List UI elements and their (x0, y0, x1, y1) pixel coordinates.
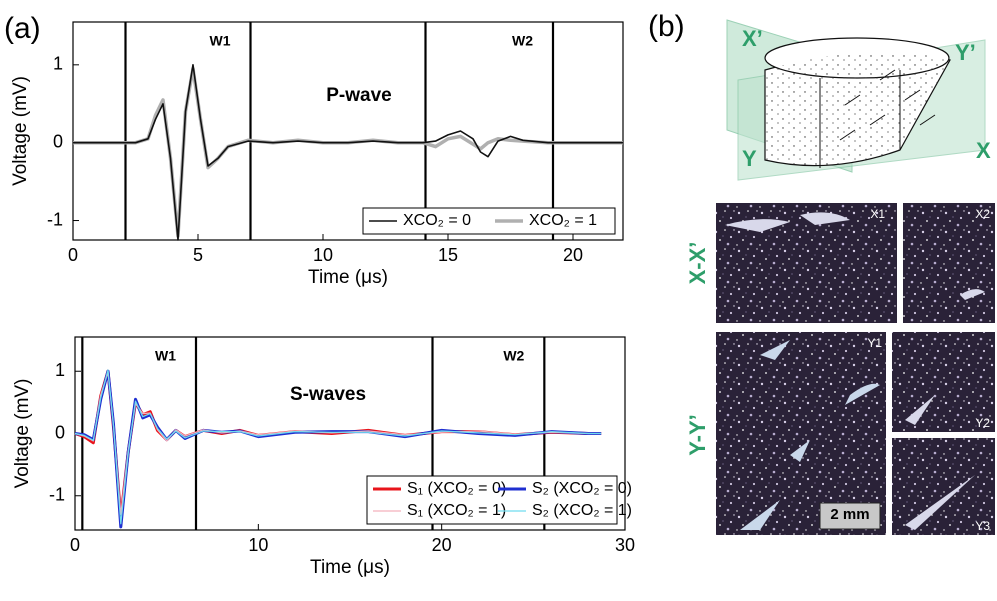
window-label: W1 (210, 33, 231, 49)
section-label: X-X’ (685, 242, 710, 285)
y-axis-label: Voltage (mV) (10, 76, 31, 186)
legend-label: S₂ (XCO₂ = 0) (532, 480, 632, 497)
plot-frame (72, 21, 624, 241)
panel-label: (a) (4, 12, 41, 45)
plane-label: Y’ (955, 40, 976, 65)
legend-label: S₁ (XCO₂ = 0) (407, 480, 506, 497)
x-axis-label: Time (μs) (308, 267, 388, 288)
y-tick-label: 1 (53, 54, 63, 74)
plane-label: Y (742, 146, 757, 171)
x-tick-label: 0 (68, 245, 78, 265)
x-tick-label: 20 (563, 245, 583, 265)
x-tick-label: 30 (615, 535, 635, 555)
scale-bar: 2 mm (830, 506, 869, 523)
annotation: P-wave (326, 85, 391, 106)
legend-box (362, 207, 616, 235)
plane-label: X’ (742, 26, 763, 51)
series-line (73, 64, 623, 241)
window-label: W2 (503, 348, 524, 364)
x-tick-label: 20 (432, 535, 452, 555)
panel-label: (b) (648, 10, 685, 43)
y-axis-label: Voltage (mV) (12, 379, 33, 489)
micrographs (716, 203, 995, 535)
image-label: X1 (870, 207, 885, 221)
y-tick-label: -1 (47, 209, 63, 229)
legend-label: S₁ (XCO₂ = 1) (407, 502, 506, 519)
image-label: Y1 (867, 336, 882, 350)
annotation: S-waves (290, 384, 366, 405)
image-label: X2 (975, 207, 990, 221)
image-label: Y2 (975, 416, 990, 430)
legend-label: XCO₂ = 0 (403, 212, 471, 229)
rock-diagram (726, 19, 986, 181)
plane-label: X (976, 138, 991, 163)
y-tick-label: -1 (49, 485, 65, 505)
legend-label: XCO₂ = 1 (529, 212, 597, 229)
series-line (74, 369, 602, 525)
legend-box (366, 475, 618, 525)
y-tick-label: 0 (53, 131, 63, 151)
x-axis-label: Time (μs) (310, 557, 390, 578)
x-tick-label: 10 (313, 245, 333, 265)
window-label: W1 (155, 348, 176, 364)
x-tick-label: 15 (438, 245, 458, 265)
x-tick-label: 5 (193, 245, 203, 265)
y-tick-label: 1 (55, 360, 65, 380)
legend-label: S₂ (XCO₂ = 1) (532, 502, 632, 519)
section-label: Y-Y’ (685, 414, 710, 456)
window-label: W2 (512, 33, 533, 49)
x-tick-label: 10 (248, 535, 268, 555)
y-tick-label: 0 (55, 422, 65, 442)
image-label: Y3 (975, 519, 990, 533)
x-tick-label: 0 (70, 535, 80, 555)
